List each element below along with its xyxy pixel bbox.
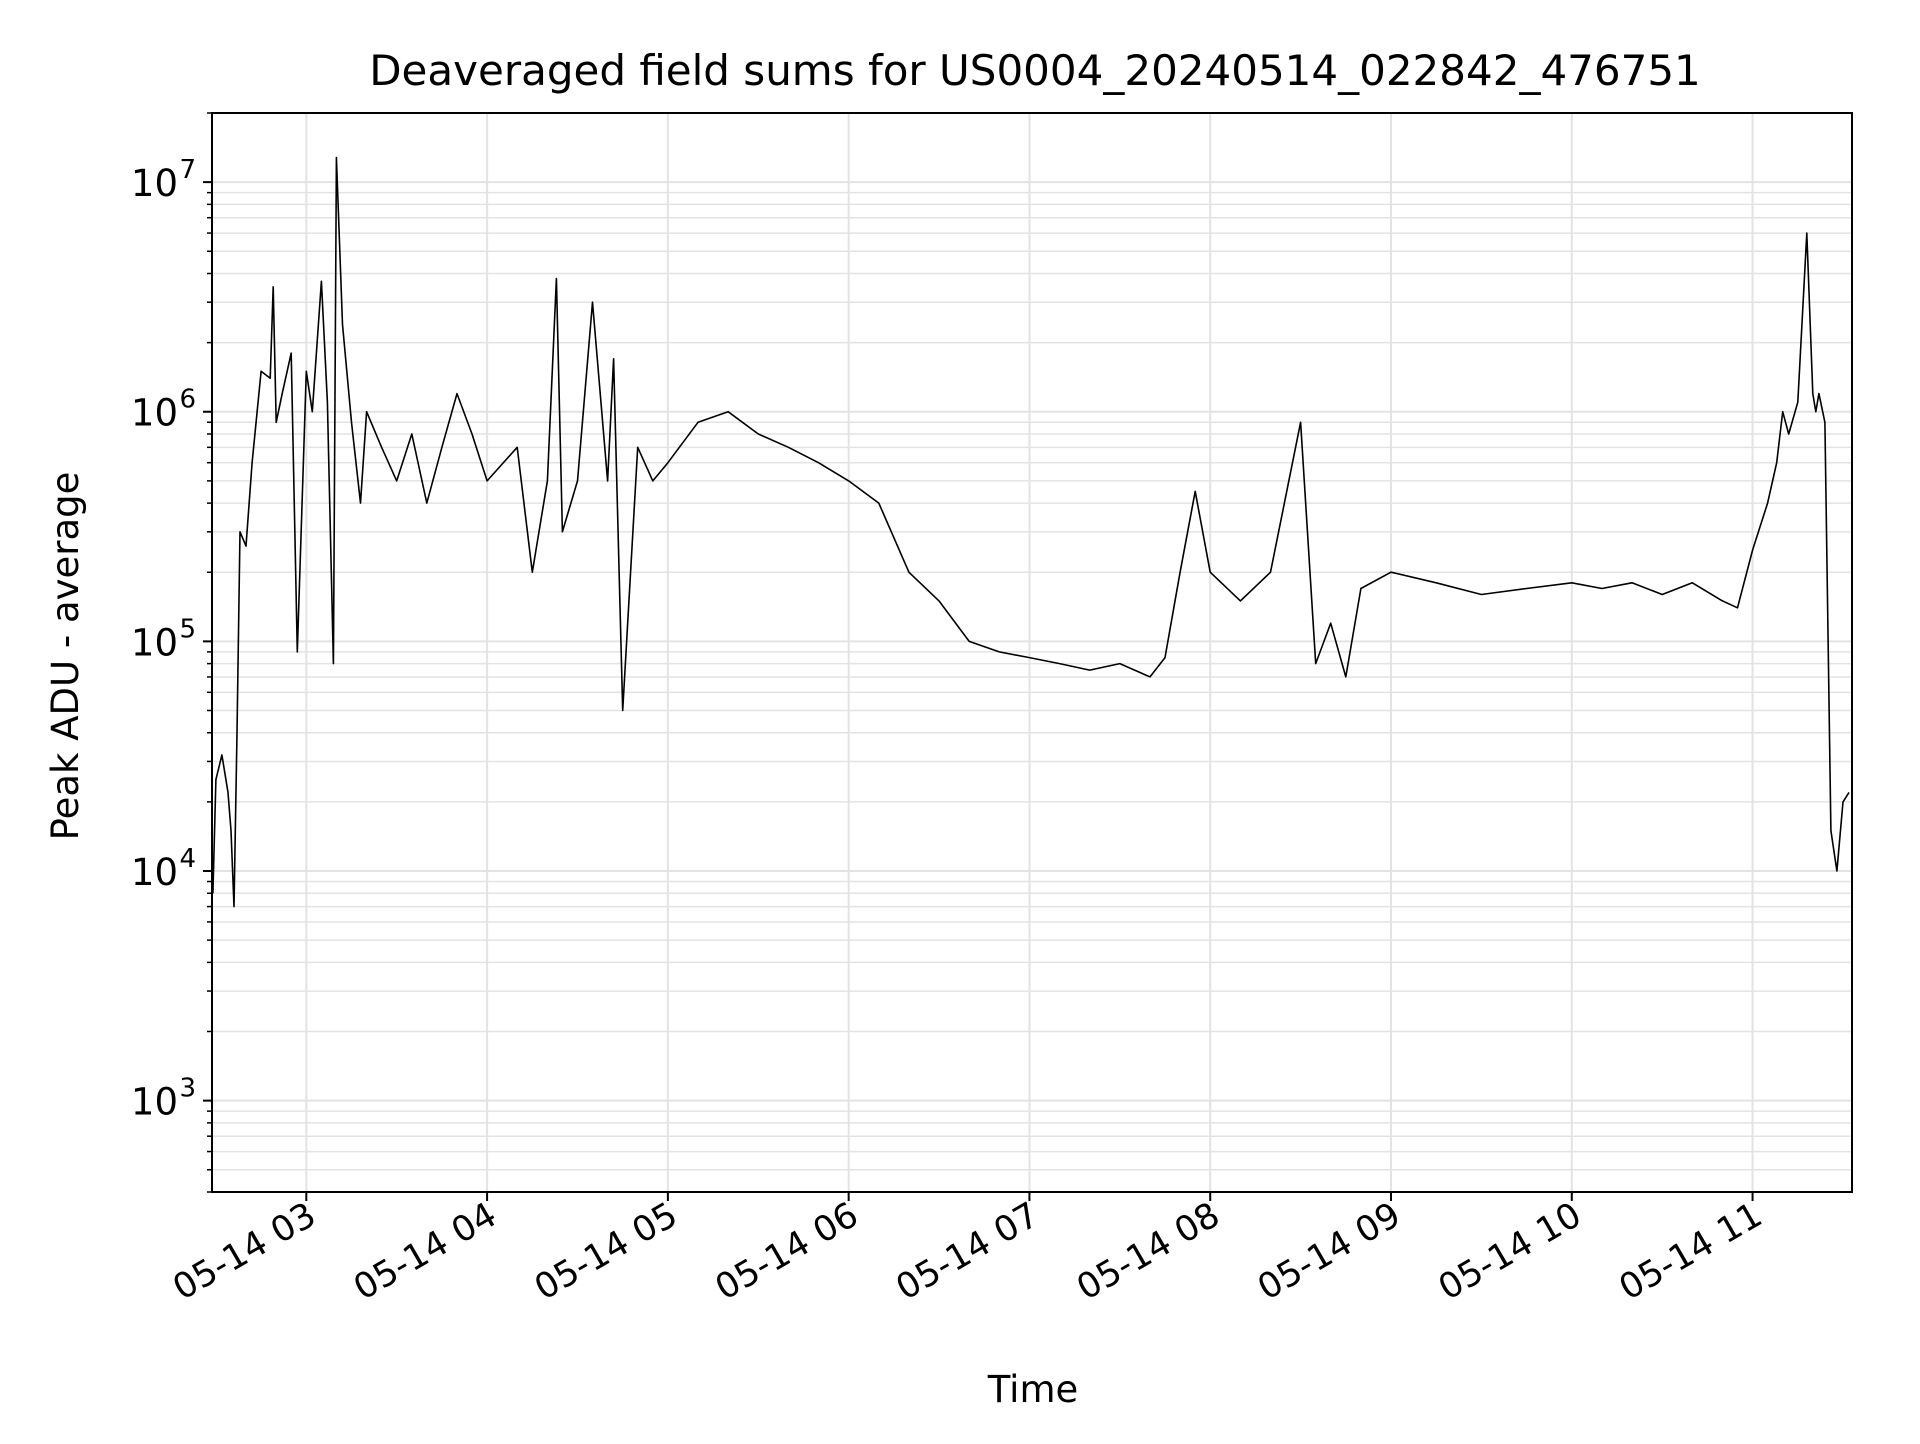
y-tick-label: 10 — [131, 392, 178, 435]
y-tick-label: 10 — [131, 162, 178, 205]
y-tick-exponent: 3 — [179, 1074, 196, 1104]
y-tick-exponent: 7 — [179, 155, 196, 185]
y-tick-exponent: 6 — [179, 385, 196, 415]
chart-title: Deaveraged field sums for US0004_2024051… — [369, 46, 1701, 95]
x-axis-label: Time — [987, 1368, 1079, 1411]
y-tick-exponent: 5 — [179, 614, 196, 644]
series-line — [212, 156, 1850, 908]
y-axis-label: Peak ADU - average — [44, 472, 87, 841]
y-tick-exponent: 4 — [179, 844, 196, 874]
y-tick-label: 10 — [131, 621, 178, 664]
y-tick-label: 10 — [131, 1081, 178, 1124]
y-tick-label: 10 — [131, 851, 178, 894]
plot-area — [212, 156, 1850, 908]
